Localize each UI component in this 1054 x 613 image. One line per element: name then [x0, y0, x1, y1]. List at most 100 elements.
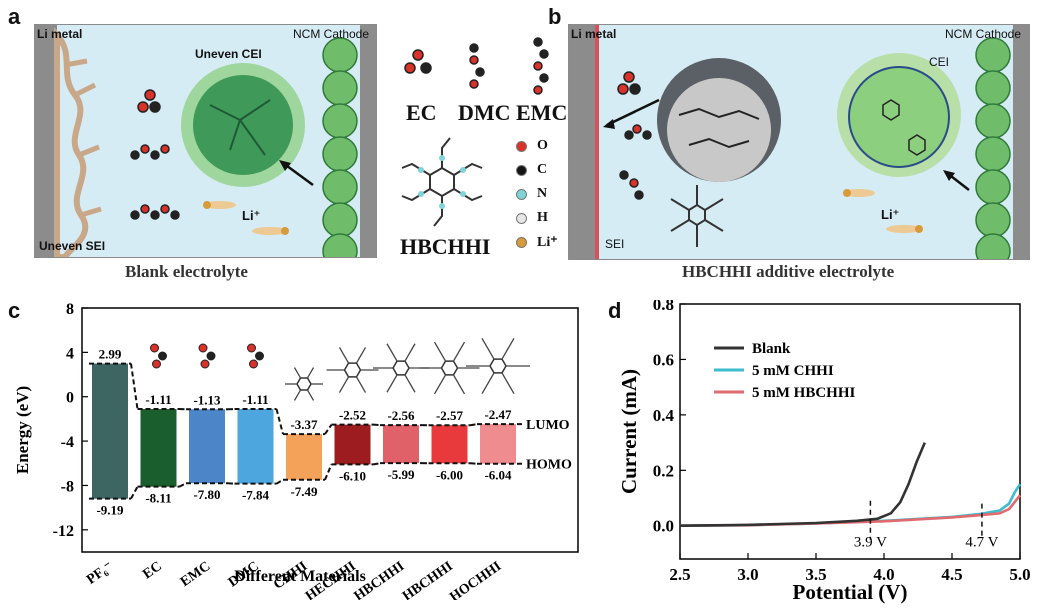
lsv-chart: 0.0 0.2 0.4 0.6 0.8 2.5 3.0 3.5 4.0 4.5 5.0 Current…: [617, 300, 1031, 604]
y-axis-title: Current (mA): [617, 369, 641, 494]
atom-dot-icon: [516, 236, 527, 248]
lumo-label: LUMO: [526, 418, 570, 433]
atom-dot-icon: [516, 164, 527, 176]
lumo-value-label: -1.13: [193, 392, 221, 407]
panel-a-illustration: [35, 25, 376, 257]
y-tick-label: 0.2: [653, 461, 674, 480]
x-tick-label: 3.5: [805, 565, 826, 584]
panel-a-caption: Blank electrolyte: [125, 262, 248, 281]
atom-symbol: H: [537, 210, 548, 225]
cei-label: Uneven CEI: [195, 47, 262, 61]
homo-value-label: -5.99: [387, 467, 415, 482]
cathode-label-b: NCM Cathode: [945, 27, 1022, 41]
y-tick-label: 0.0: [653, 517, 674, 536]
energy-bar: [237, 409, 274, 484]
molecule-arm-icon: [501, 337, 515, 360]
sei-label-b: SEI: [605, 237, 625, 251]
x-tick-label: 5.0: [1009, 565, 1030, 584]
energy-bar: [334, 424, 371, 465]
molecule-arm-icon: [355, 376, 367, 393]
cei-label-b: CEI: [929, 55, 950, 69]
x-tick-label: 2.5: [669, 565, 690, 584]
emc-label: EMC: [516, 100, 568, 125]
energy-bar: [140, 409, 177, 487]
y-axis-title: Energy (eV): [13, 386, 32, 474]
homo-value-label: -7.80: [193, 487, 220, 502]
lumo-value-label: -2.52: [339, 408, 366, 423]
molecule-arm-icon: [293, 389, 302, 401]
li-ion-label: Li⁺: [242, 208, 261, 223]
homo-label: HOMO: [526, 458, 572, 473]
y-tick-label: -12: [53, 523, 74, 540]
y-tick-label: 8: [66, 301, 74, 318]
panel-b-schematic: Li metal NCM Cathode CEI SEI Li⁺: [568, 24, 1030, 260]
molecule-arm-icon: [306, 389, 315, 401]
atom-symbol: O: [537, 138, 548, 153]
voltage-annotation: 4.7 V: [965, 535, 998, 551]
homo-value-label: -6.04: [484, 468, 512, 483]
y-tick-label: 0.4: [653, 406, 675, 425]
series-line: [679, 483, 1022, 527]
lumo-value-label: -2.47: [484, 407, 512, 422]
x-axis-title: Potential (V): [793, 580, 908, 604]
molecule-ring-icon: [392, 360, 410, 376]
energy-bar: [92, 363, 128, 499]
homo-value-label: -7.49: [290, 484, 318, 499]
series-line: [679, 442, 926, 527]
molecule-atom-icon: [206, 351, 216, 361]
energy-bar: [480, 424, 516, 464]
molecule-arm-icon: [338, 347, 350, 364]
legend-label: Blank: [752, 341, 791, 357]
molecule-sketches: [401, 37, 549, 227]
molecule-arm-icon: [481, 372, 495, 395]
atom-symbol: C: [537, 162, 548, 177]
plot-frame: [81, 307, 579, 553]
molecule-arm-icon: [433, 341, 447, 362]
molecule-atom-icon: [200, 359, 210, 369]
atom-key-item: Li⁺: [516, 230, 558, 254]
x-tick-label: 4.5: [941, 565, 962, 584]
lumo-value-label: -2.56: [387, 408, 415, 423]
molecule-arm-icon: [306, 367, 315, 379]
molecule-arm-icon: [386, 343, 398, 362]
homo-connector: [179, 482, 187, 488]
homo-connector: [324, 463, 333, 481]
molecule-arm-icon: [338, 376, 350, 393]
molecule-arm-icon: [433, 374, 447, 395]
li-ion-label-b: Li⁺: [881, 207, 900, 222]
molecule-arm-icon: [481, 337, 495, 360]
x-axis-title: Different Materials: [234, 568, 366, 585]
atom-dot-icon: [516, 212, 527, 224]
molecule-atom-icon: [255, 351, 264, 361]
energy-bar: [383, 425, 419, 464]
molecule-arm-icon: [386, 374, 398, 393]
category-label: DMC: [226, 559, 262, 590]
legend-label: 5 mM CHHI: [752, 363, 834, 379]
homo-connector: [275, 478, 284, 485]
molecule-ring-icon: [489, 358, 507, 374]
y-tick-label: 0: [66, 390, 74, 407]
hbchhi-label: HBCHHI: [400, 234, 491, 259]
lumo-connector: [275, 408, 284, 435]
molecule-atom-icon: [150, 343, 159, 353]
atom-key: O C N H Li⁺: [516, 134, 558, 254]
homo-value-label: -6.00: [436, 467, 463, 482]
lumo-value-label: -2.57: [436, 408, 464, 423]
x-tick-label: 4.0: [873, 565, 894, 584]
y-tick-label: 4: [66, 345, 74, 362]
molecule-ring-icon: [440, 360, 459, 376]
atom-key-item: C: [516, 158, 558, 182]
molecule-atom-icon: [198, 343, 208, 353]
molecule-arm-icon: [501, 372, 515, 395]
y-tick-label: 0.8: [653, 300, 674, 314]
homo-connector: [373, 462, 381, 466]
atom-key-item: H: [516, 206, 558, 230]
molecule-atom-icon: [152, 359, 161, 369]
category-label: EMC: [178, 559, 213, 590]
molecule-arm-icon: [404, 343, 416, 362]
legend-label: 5 mM HBCHHI: [752, 385, 855, 401]
lumo-value-label: -1.11: [242, 392, 268, 407]
plot-frame: [679, 303, 1021, 560]
lumo-connector: [324, 424, 333, 435]
panel-c-letter: c: [8, 298, 21, 323]
